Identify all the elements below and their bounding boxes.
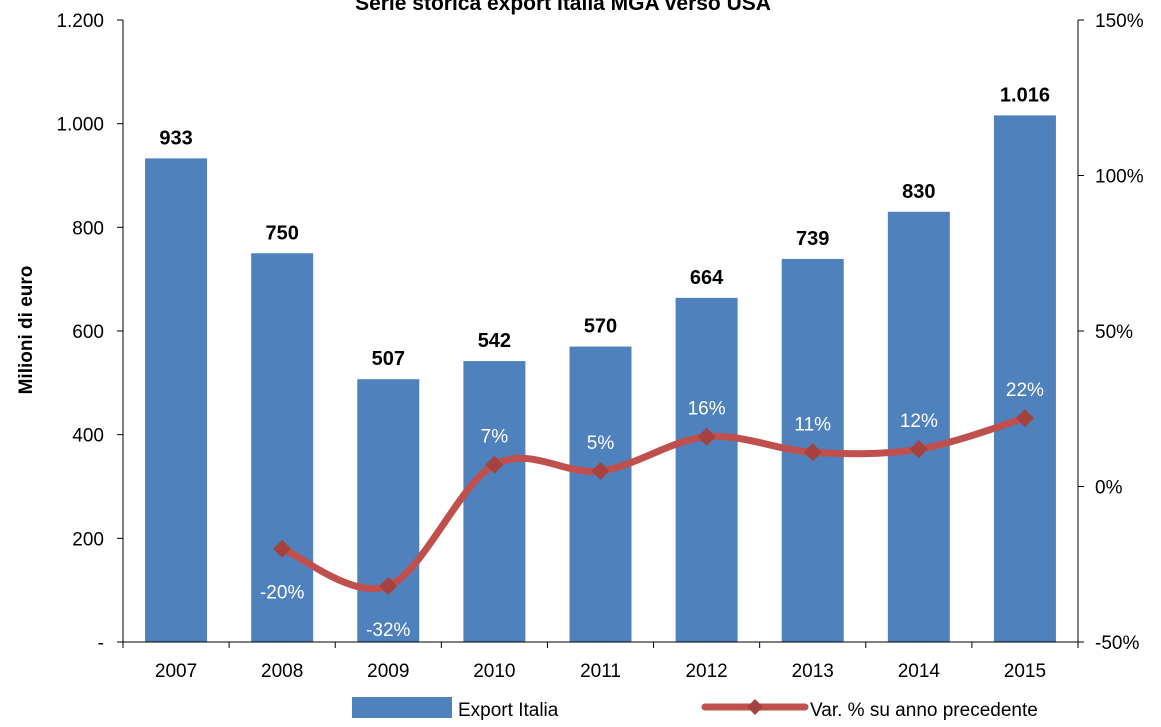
legend: Export Italia Var. % su anno precedente	[352, 697, 1038, 721]
y2-tick-label: -50%	[1095, 633, 1139, 654]
bar-2008	[251, 253, 314, 642]
bar-label-2015: 1.016	[1000, 84, 1050, 106]
y2-tick-label: 150%	[1095, 11, 1144, 32]
bar-label-2009: 507	[372, 348, 405, 370]
x-tick-label-2013: 2013	[792, 661, 834, 682]
line-marker-2012	[697, 427, 716, 446]
legend-marker-var	[747, 699, 763, 715]
bar-label-2012: 664	[690, 267, 724, 289]
x-tick-label-2009: 2009	[367, 661, 409, 682]
y2-tick-label: 0%	[1095, 478, 1123, 499]
bar-2012	[675, 297, 738, 642]
y-tick-label: 200	[72, 529, 104, 550]
bar-2014	[887, 211, 950, 643]
bar-label-2010: 542	[478, 330, 511, 352]
bar-2007	[145, 158, 208, 642]
line-label-2009: -32%	[366, 620, 410, 641]
x-tick-label-2008: 2008	[261, 661, 303, 682]
line-marker-2008	[273, 539, 292, 558]
x-tick-label-2010: 2010	[473, 661, 515, 682]
line-marker-2011	[591, 461, 610, 480]
line-marker-2015	[1015, 409, 1034, 428]
line-label-2011: 5%	[587, 433, 615, 454]
bar-2015	[993, 115, 1056, 642]
line-label-2008: -20%	[260, 583, 304, 604]
y-tick-label: -	[98, 633, 104, 654]
y-tick-label: 1.200	[56, 11, 104, 32]
data-labels-layer: 933 750 507 542 570 664 739 830 1.016 -20% -32% 7% 5…	[159, 84, 1050, 641]
y-tick-label: 800	[72, 218, 104, 239]
y2-tick-label: 100%	[1095, 167, 1144, 188]
line-label-2014: 12%	[900, 411, 938, 432]
bar-label-2014: 830	[902, 181, 935, 203]
line-label-2010: 7%	[481, 427, 509, 448]
axes-layer: - 200 400 600 800 1.000 1.200 -50% 0% 50% 100% 150%…	[56, 11, 1143, 682]
bar-2009	[357, 379, 420, 642]
bars-layer	[145, 115, 1056, 643]
bar-2010	[463, 361, 526, 642]
x-tick-label-2015: 2015	[1004, 661, 1046, 682]
line-marker-2009	[379, 577, 398, 596]
line-marker-2013	[803, 443, 822, 462]
bar-label-2008: 750	[265, 222, 298, 244]
line-label-2015: 22%	[1006, 380, 1044, 401]
legend-label-export: Export Italia	[458, 700, 559, 721]
bar-label-2011: 570	[584, 316, 617, 338]
x-tick-label-2012: 2012	[685, 661, 727, 682]
legend-label-var: Var. % su anno precedente	[810, 700, 1038, 721]
bar-2011	[569, 346, 632, 642]
y-tick-label: 400	[72, 426, 104, 447]
line-var-percent	[278, 414, 1029, 593]
line-layer	[273, 409, 1034, 596]
x-tick-label-2011: 2011	[580, 661, 621, 682]
bar-label-2013: 739	[796, 228, 829, 250]
chart-title: Serie storica export Italia MGA verso US…	[355, 0, 771, 15]
line-label-2013: 11%	[794, 414, 831, 435]
line-marker-2014	[909, 440, 928, 459]
bar-label-2007: 933	[159, 127, 192, 149]
line-label-2012: 16%	[688, 399, 726, 420]
line-marker-2010	[485, 455, 504, 474]
y2-tick-label: 50%	[1095, 322, 1133, 343]
x-tick-label-2014: 2014	[898, 661, 941, 682]
legend-swatch-export	[352, 697, 452, 718]
y-tick-label: 1.000	[56, 115, 104, 136]
y-tick-label: 600	[72, 322, 104, 343]
y-axis-label: Milioni di euro	[16, 266, 37, 395]
x-tick-label-2007: 2007	[155, 661, 197, 682]
